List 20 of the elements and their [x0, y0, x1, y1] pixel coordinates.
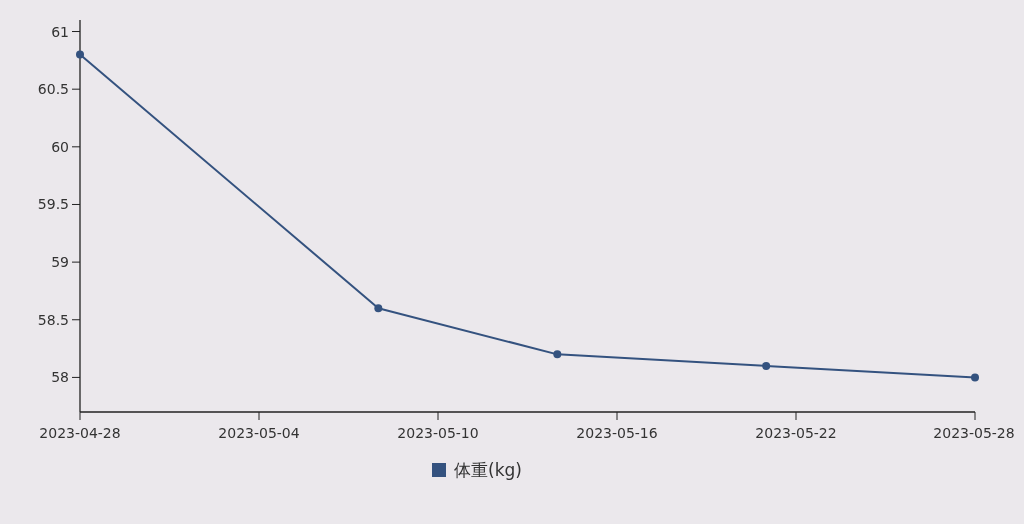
y-tick-label: 60.5 — [37, 81, 69, 98]
point — [762, 361, 771, 370]
x-tick-label: 2023-05-22 — [755, 425, 837, 441]
point — [553, 350, 562, 359]
y-tick-label: 59.5 — [37, 196, 69, 213]
y-tick-label: 58 — [51, 369, 69, 386]
y-tick-label: 61 — [51, 23, 69, 40]
point — [971, 373, 979, 382]
x-tick-label: 2023-05-10 — [397, 425, 479, 441]
legend: 体重(kg) — [432, 460, 522, 480]
y-tick-label: 58.5 — [37, 311, 69, 328]
point — [76, 50, 84, 59]
x-tick-label: 2023-05-28 — [933, 425, 1015, 441]
y-tick-label: 60 — [51, 138, 69, 155]
y-tick-label: 59 — [51, 254, 69, 271]
x-tick-label: 2023-05-16 — [576, 425, 658, 441]
point — [374, 304, 383, 313]
legend-label: 体重(kg) — [454, 460, 522, 480]
x-tick-label: 2023-05-04 — [218, 425, 300, 441]
x-tick-label: 2023-04-28 — [39, 425, 121, 441]
